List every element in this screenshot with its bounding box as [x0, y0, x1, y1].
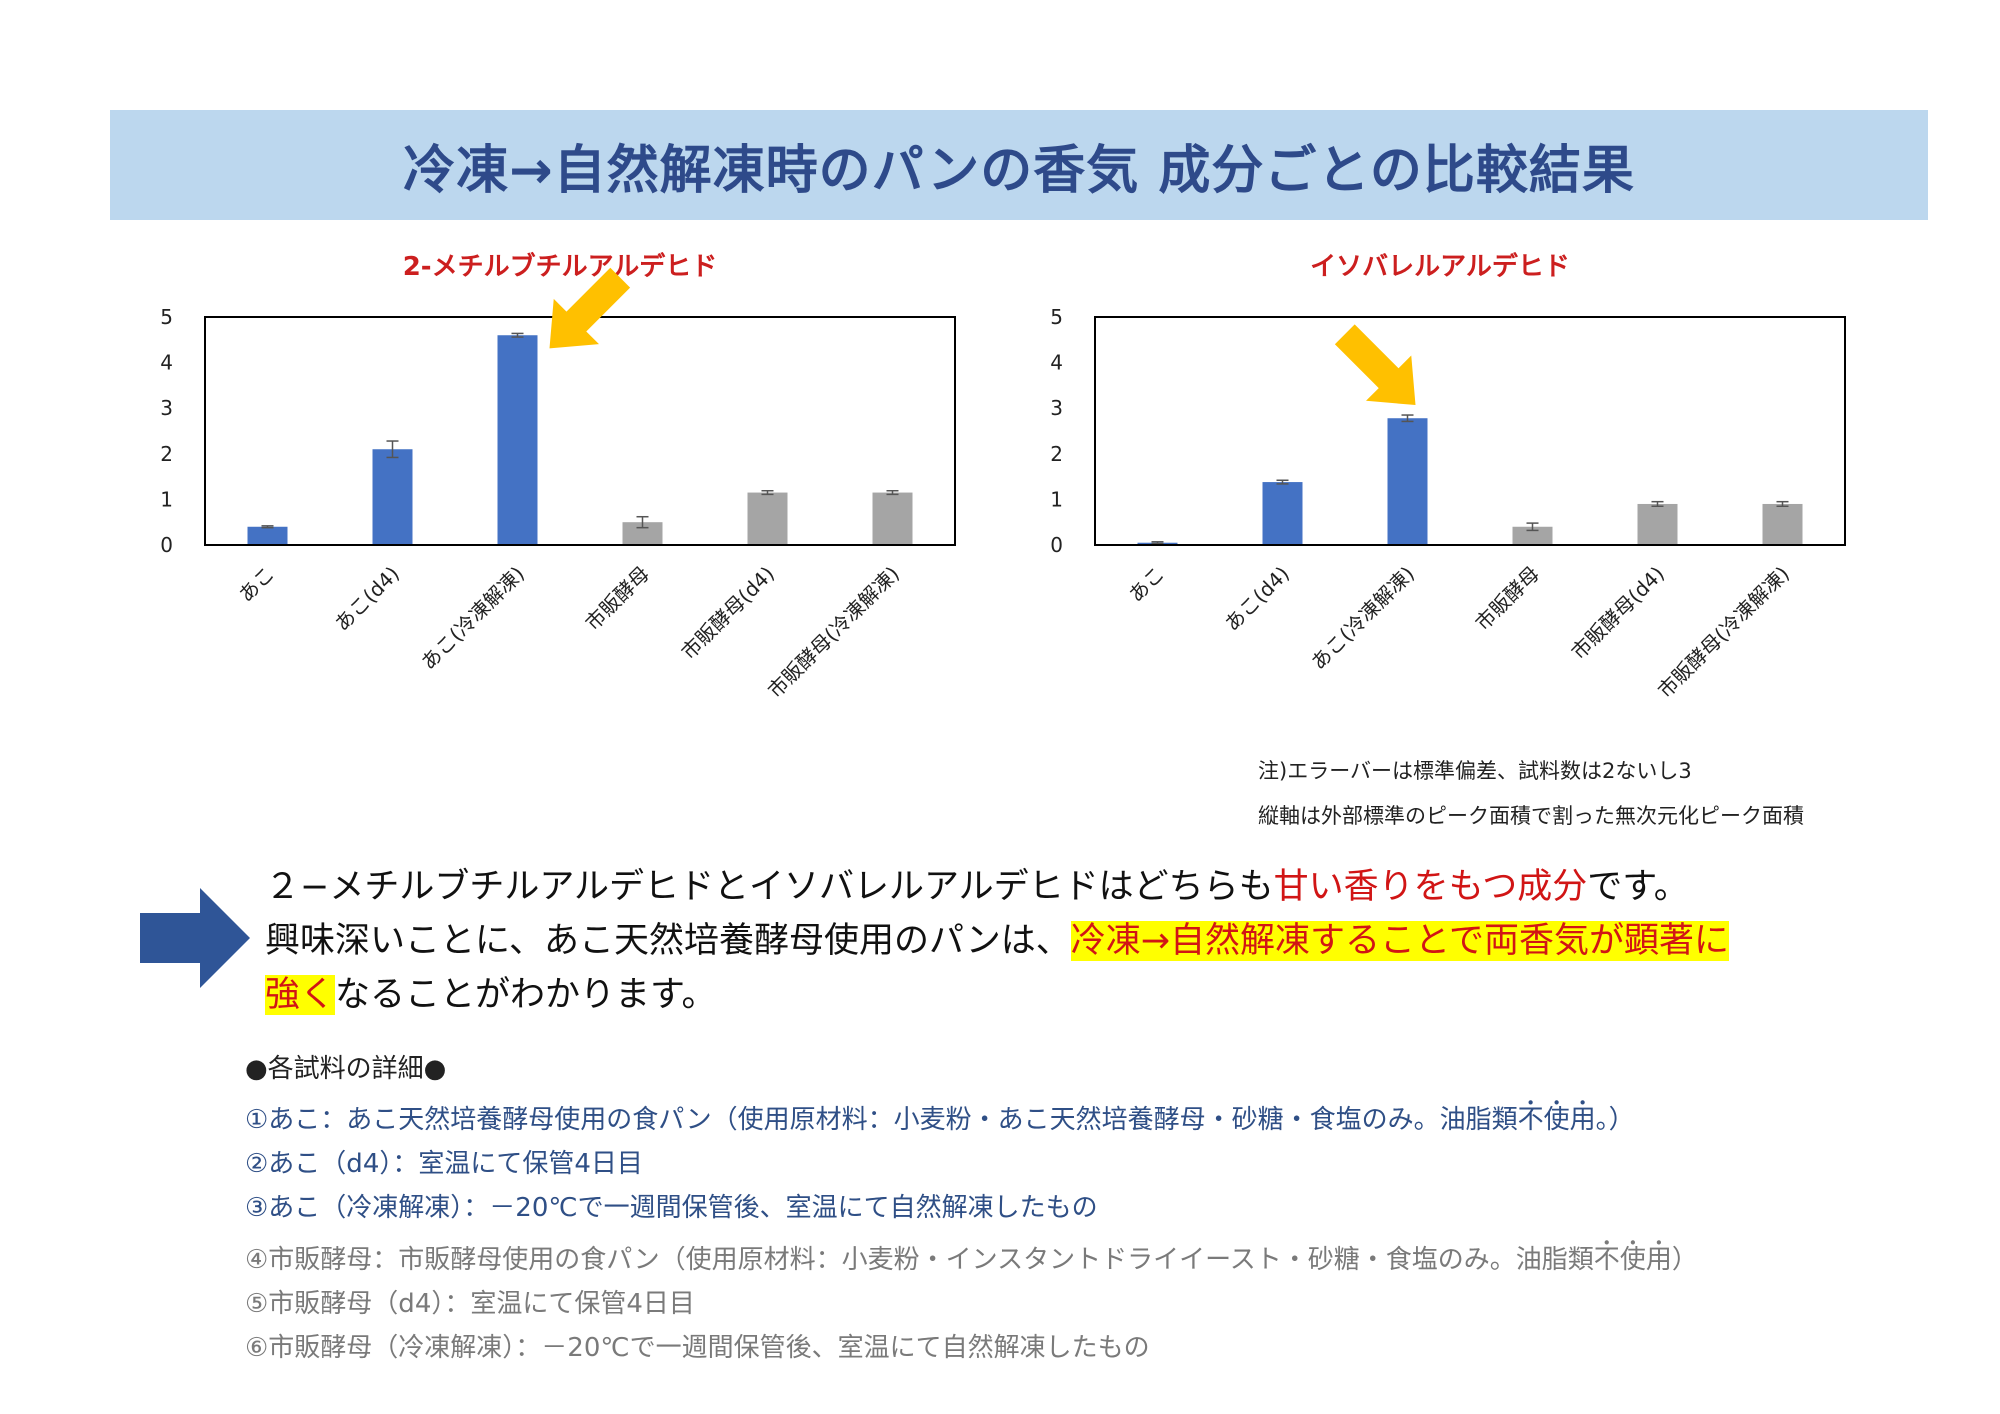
chart2-svg: 0 1 2 3 4 5 あこ あこ(d4) あこ(冷凍解凍) 市販酵母 市販酵母(d4)市販酵母(冷…	[1050, 305, 1846, 703]
detail-item-1-emph-2: 使	[1544, 1105, 1570, 1135]
x-tick-label: あこ(d4)	[330, 562, 404, 636]
chart2-title: イソバレルアルデヒド	[1310, 252, 1570, 282]
x-tick-label: 市販酵母(冷凍解凍)	[763, 562, 904, 703]
summary-l1-b: です。	[1587, 867, 1689, 907]
x-tick-label: あこ(冷凍解凍)	[416, 562, 529, 675]
y-tick-label: 1	[160, 487, 173, 511]
x-tick-label: あこ(d4)	[1220, 562, 1294, 636]
bar-5	[872, 492, 913, 545]
error-bar-3	[636, 515, 649, 529]
y-tick-label: 0	[1050, 533, 1063, 557]
y-tick-label: 4	[1050, 351, 1063, 375]
title-banner: 冷凍→自然解凍時のパンの香気 成分ごとの比較結果	[110, 110, 1928, 220]
x-tick-label: 市販酵母	[580, 562, 654, 636]
error-bar-5	[886, 489, 899, 496]
error-bar-5	[1776, 500, 1789, 507]
bar-2	[497, 335, 538, 545]
summary-l3-highlight: 強く	[265, 975, 336, 1015]
x-tick-label: 市販酵母(冷凍解凍)	[1653, 562, 1794, 703]
detail-item-1-emph-1: 不	[1518, 1105, 1544, 1135]
detail-item-6: ⑥市販酵母（冷凍解凍）：－20℃で一週間保管後、室温にて自然解凍したもの	[245, 1333, 1150, 1363]
y-tick-label: 4	[160, 351, 173, 375]
note-error-bars: 注)エラーバーは標準偏差、試料数は2ないし3	[1258, 759, 1692, 783]
detail-item-2: ②あこ（d4）：室温にて保管4日目	[245, 1149, 643, 1179]
page-title: 冷凍→自然解凍時のパンの香気 成分ごとの比較結果	[403, 140, 1635, 201]
summary-l1-a: ２−メチルブチルアルデヒドとイソバレルアルデヒドはどちらも	[265, 867, 1274, 907]
y-tick-label: 3	[1050, 396, 1063, 420]
error-bar-2	[511, 332, 524, 338]
bar-5	[1762, 503, 1803, 545]
summary-line-2: 興味深いことに、あこ天然培養酵母使用のパンは、冷凍→自然解凍することで両香気が顕…	[265, 914, 1945, 968]
x-tick-label: あこ(冷凍解凍)	[1306, 562, 1419, 675]
x-tick-label: 市販酵母(d4)	[1566, 562, 1669, 665]
y-tick-label: 2	[1050, 442, 1063, 466]
error-bar-0	[261, 525, 274, 529]
error-bar-0	[1151, 541, 1164, 545]
error-bar-1	[386, 440, 399, 459]
y-tick-label: 2	[160, 442, 173, 466]
summary-text: ２−メチルブチルアルデヒドとイソバレルアルデヒドはどちらも甘い香りをもつ成分です…	[265, 860, 1945, 1022]
summary-line-1: ２−メチルブチルアルデヒドとイソバレルアルデヒドはどちらも甘い香りをもつ成分です…	[265, 860, 1945, 914]
summary-l1-red: 甘い香りをもつ成分	[1273, 867, 1588, 907]
bar-4	[747, 492, 788, 545]
error-bar-2	[1401, 414, 1414, 423]
detail-item-4-end: ）	[1671, 1245, 1698, 1275]
error-bar-4	[761, 489, 774, 496]
detail-item-1-emph-3: 用	[1570, 1105, 1596, 1135]
plot-frame	[204, 316, 956, 546]
bar-3	[622, 522, 663, 545]
summary-l3-b: なることがわかります。	[335, 975, 717, 1015]
plot-frame	[1094, 316, 1846, 546]
detail-item-5: ⑤市販酵母（d4）：室温にて保管4日目	[245, 1289, 695, 1319]
bar-3	[1512, 526, 1553, 545]
y-tick-label: 1	[1050, 487, 1063, 511]
detail-item-4-text: ④市販酵母：市販酵母使用の食パン（使用原材料：小麦粉・インスタントドライイースト…	[245, 1245, 1594, 1275]
callout-arrow-icon	[1334, 324, 1416, 406]
summary-l2-highlight: 冷凍→自然解凍することで両香気が顕著に	[1070, 921, 1729, 961]
error-bar-4	[1651, 500, 1664, 507]
chart1-title: 2-メチルブチルアルデヒド	[402, 252, 718, 282]
y-tick-label: 0	[160, 533, 173, 557]
bar-4	[1637, 503, 1678, 545]
big-right-arrow-icon	[140, 888, 250, 988]
bar-2	[1387, 418, 1428, 545]
detail-item-1-end: 。）	[1595, 1105, 1635, 1135]
x-tick-label: 市販酵母	[1470, 562, 1544, 636]
detail-item-4: ④市販酵母：市販酵母使用の食パン（使用原材料：小麦粉・インスタントドライイースト…	[245, 1238, 1965, 1282]
details-heading: ●各試料の詳細●	[245, 1054, 447, 1084]
detail-item-1-text: ①あこ：あこ天然培養酵母使用の食パン（使用原材料：小麦粉・あこ天然培養酵母・砂糖…	[245, 1105, 1518, 1135]
error-bar-1	[1276, 479, 1289, 485]
bar-1	[372, 449, 413, 545]
note-y-axis: 縦軸は外部標準のピーク面積で割った無次元化ピーク面積	[1258, 804, 1804, 828]
chart1-svg: 0 1 2 3 4 5 あこ あこ(d4) あこ(冷凍解凍) 市販酵母 市販酵母(d4)市販酵母(冷…	[160, 267, 956, 703]
details-list: ①あこ：あこ天然培養酵母使用の食パン（使用原材料：小麦粉・あこ天然培養酵母・砂糖…	[245, 1098, 1965, 1370]
detail-item-4-emph-3: 用	[1646, 1245, 1672, 1275]
error-bar-3	[1526, 522, 1539, 532]
x-tick-label: あこ	[234, 562, 279, 607]
detail-item-4-emph-2: 使	[1620, 1245, 1646, 1275]
x-tick-label: あこ	[1124, 562, 1169, 607]
summary-l2-a: 興味深いことに、あこ天然培養酵母使用のパンは、	[265, 921, 1071, 961]
callout-arrow-icon	[549, 267, 631, 349]
y-tick-label: 5	[1050, 305, 1063, 329]
detail-item-3: ③あこ（冷凍解凍）：－20℃で一週間保管後、室温にて自然解凍したもの	[245, 1193, 1098, 1223]
summary-line-3: 強くなることがわかります。	[265, 968, 1945, 1022]
bar-0	[247, 526, 288, 545]
detail-item-4-emph-1: 不	[1594, 1245, 1620, 1275]
bar-1	[1262, 482, 1303, 545]
detail-item-1: ①あこ：あこ天然培養酵母使用の食パン（使用原材料：小麦粉・あこ天然培養酵母・砂糖…	[245, 1098, 1965, 1142]
x-tick-label: 市販酵母(d4)	[676, 562, 779, 665]
y-tick-label: 5	[160, 305, 173, 329]
y-tick-label: 3	[160, 396, 173, 420]
